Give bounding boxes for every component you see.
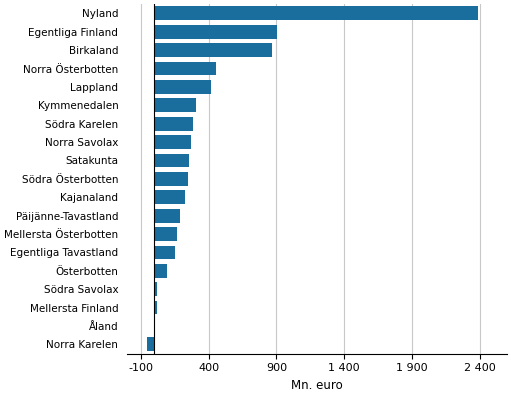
Bar [154, 154, 189, 168]
Bar [154, 190, 185, 204]
Bar [154, 209, 179, 223]
Bar [154, 43, 272, 57]
Bar [154, 99, 196, 112]
Bar [154, 25, 277, 39]
Bar [154, 319, 155, 333]
Bar [154, 62, 216, 75]
Bar [154, 282, 157, 296]
X-axis label: Mn. euro: Mn. euro [291, 379, 343, 392]
Bar [154, 80, 212, 94]
Bar [154, 264, 167, 278]
Bar [147, 337, 154, 351]
Bar [154, 227, 177, 241]
Bar [154, 172, 188, 186]
Bar [154, 301, 157, 314]
Bar [154, 117, 193, 131]
Bar [154, 6, 478, 20]
Bar [154, 246, 175, 259]
Bar [154, 135, 191, 149]
